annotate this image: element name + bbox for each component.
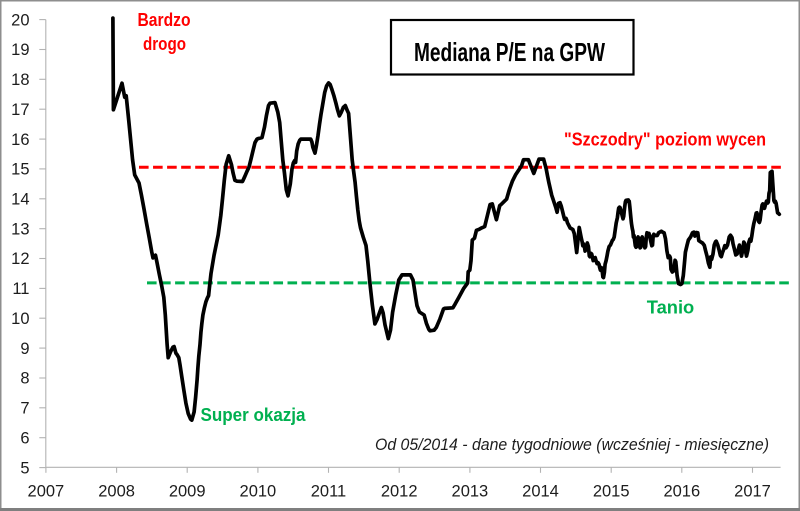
svg-text:2008: 2008	[98, 483, 135, 501]
svg-text:2012: 2012	[381, 483, 418, 501]
svg-text:17: 17	[11, 101, 29, 119]
svg-text:11: 11	[12, 280, 29, 298]
svg-text:Mediana P/E na GPW: Mediana P/E na GPW	[414, 37, 605, 67]
svg-text:Bardzo: Bardzo	[138, 10, 191, 30]
svg-text:5: 5	[20, 459, 29, 477]
svg-text:2009: 2009	[169, 483, 206, 501]
svg-text:Tanio: Tanio	[647, 297, 695, 317]
svg-text:2014: 2014	[522, 483, 559, 501]
svg-text:20: 20	[11, 11, 29, 29]
svg-text:2010: 2010	[240, 483, 277, 501]
svg-text:18: 18	[11, 71, 29, 89]
svg-text:15: 15	[11, 161, 29, 179]
svg-text:2007: 2007	[28, 483, 65, 501]
svg-text:Od 05/2014 - dane tygodniowe (: Od 05/2014 - dane tygodniowe (wcześniej …	[375, 435, 769, 454]
svg-text:2011: 2011	[311, 483, 346, 501]
svg-text:2013: 2013	[452, 483, 489, 501]
svg-text:14: 14	[11, 191, 29, 209]
svg-text:7: 7	[20, 400, 29, 418]
svg-text:16: 16	[11, 131, 29, 149]
svg-text:drogo: drogo	[143, 34, 186, 54]
svg-text:"Szczodry" poziom wycen: "Szczodry" poziom wycen	[564, 129, 766, 149]
svg-text:13: 13	[11, 220, 29, 238]
svg-text:12: 12	[11, 250, 29, 268]
svg-text:Super okazja: Super okazja	[201, 405, 307, 425]
svg-text:8: 8	[20, 370, 29, 388]
svg-text:9: 9	[20, 340, 29, 358]
svg-text:2016: 2016	[663, 483, 700, 501]
svg-text:6: 6	[20, 429, 29, 447]
svg-text:19: 19	[11, 41, 29, 59]
svg-text:2017: 2017	[734, 483, 771, 501]
svg-text:10: 10	[11, 310, 29, 328]
svg-text:2015: 2015	[593, 483, 630, 501]
